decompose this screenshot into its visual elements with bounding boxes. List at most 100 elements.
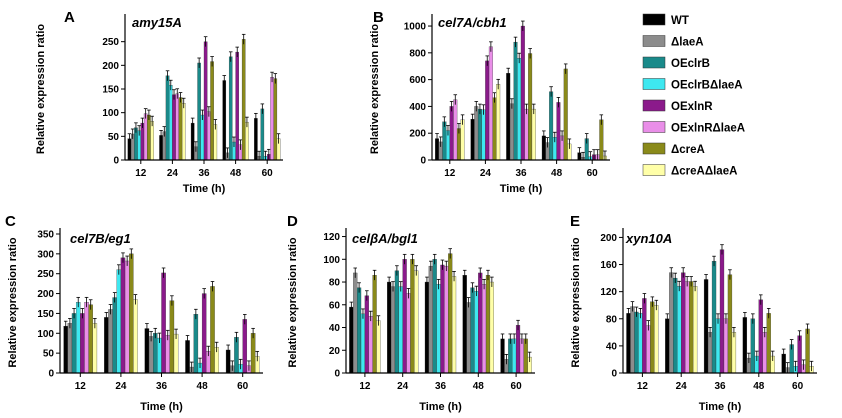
bar [406,293,411,374]
bar [524,108,529,161]
bar [213,124,218,161]
bar [515,325,521,374]
bar [133,299,138,374]
y-axis-label: Relative expression ratio [35,24,47,155]
bar [356,287,362,374]
bar [681,272,686,374]
y-tick-label: 0 [611,369,617,380]
bar [148,336,154,374]
y-tick-label: 250 [102,37,119,48]
panel-letter: D [287,213,298,230]
bar [112,297,117,374]
y-tick-label: 1000 [404,22,427,33]
bar [485,60,490,161]
bar [646,325,651,374]
bar [523,338,528,374]
bar [630,306,635,374]
x-tick-label: 48 [753,381,765,392]
y-tick-label: 160 [600,260,617,271]
x-tick-label: 36 [435,381,447,392]
legend-item: OEclrBΔlaeA [642,78,743,92]
bar [88,304,93,374]
bar [270,77,274,161]
legend-swatch [642,13,666,26]
bar [228,56,233,161]
bar [150,121,154,161]
bar [508,338,513,374]
bar [245,121,249,161]
bar [513,41,518,161]
bar [517,58,522,161]
bar [669,272,674,374]
bar [414,270,419,374]
y-tick-label: 150 [102,85,119,96]
y-tick-label: 60 [329,300,341,311]
bar [201,293,207,374]
bar [104,317,109,374]
bar [436,284,441,374]
chart-title: celβA/bgl1 [352,231,418,246]
bar [665,318,670,374]
bar [169,85,173,161]
bar [222,80,227,161]
bar [140,122,145,161]
bar [453,99,458,161]
x-tick-label: 60 [792,381,804,392]
bar [210,286,215,374]
bar [470,118,475,161]
bar [460,119,465,161]
y-tick-label: 120 [323,232,340,243]
bar [241,39,246,161]
bar [685,281,690,374]
bar [758,299,763,374]
legend-item: WT [642,13,689,27]
bar [390,286,396,374]
bar [402,259,407,374]
x-tick-label: 12 [359,381,371,392]
x-tick-label: 60 [237,381,249,392]
bar [766,313,771,374]
bar [144,328,150,374]
bar [235,51,239,161]
legend-label: OExlnR [671,101,713,113]
bar [250,333,256,374]
x-tick-label: 48 [230,168,242,179]
bar [254,118,258,161]
bar [474,290,479,374]
panel-letter: C [5,213,16,230]
bar [372,275,377,374]
y-tick-label: 350 [37,229,54,240]
y-tick-label: 300 [37,249,54,260]
bar [805,328,810,374]
bar [147,114,151,161]
bar [428,265,433,374]
bar [474,106,479,161]
bar [489,281,494,374]
x-tick-label: 24 [676,381,688,392]
bar [509,103,514,161]
y-tick-label: 40 [606,341,618,352]
legend-item: OExlnR [642,99,713,113]
bar [398,286,403,374]
x-tick-label: 24 [167,168,179,179]
bar [478,272,483,374]
y-tick-label: 200 [600,233,617,244]
y-axis-label: Relative expression ratio [287,237,299,368]
bar [71,313,77,374]
chart-title: amy15A [132,15,182,30]
bar [424,281,430,374]
bar [750,318,755,374]
bar [368,315,373,374]
bar [673,277,678,374]
bar [387,281,392,374]
y-axis-label: Relative expression ratio [7,237,19,368]
y-tick-label: 50 [43,349,55,360]
legend-swatch [642,142,666,155]
bar [197,62,201,161]
y-tick-label: 400 [409,102,426,113]
